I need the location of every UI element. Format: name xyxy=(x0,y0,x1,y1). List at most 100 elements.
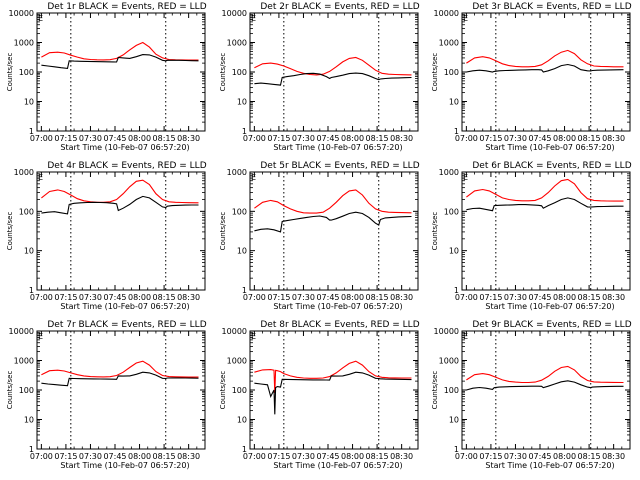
x-tick-label: 08:30 xyxy=(602,293,625,302)
y-tick-label: 10 xyxy=(24,247,34,256)
y-tick-label: 10000 xyxy=(222,327,247,336)
x-tick-label: 08:30 xyxy=(177,452,200,461)
y-tick-label: 10000 xyxy=(222,9,247,18)
y-tick-label: 10 xyxy=(237,416,247,425)
x-tick-label: 08:00 xyxy=(341,452,364,461)
chart-panel-2: Det 2r BLACK = Events, RED = LLD Counts/s… xyxy=(219,2,420,152)
corner-label: E xyxy=(38,173,43,182)
x-tick-label: 08:30 xyxy=(177,293,200,302)
x-tick-label: 08:15 xyxy=(578,293,601,302)
x-tick-label: 07:45 xyxy=(528,134,551,143)
y-tick-label: 1000 xyxy=(439,357,459,366)
y-tick-label: 100 xyxy=(19,386,34,395)
y-tick-label: 1000 xyxy=(227,39,247,48)
y-tick-label: 10000 xyxy=(9,9,34,18)
y-tick-label: 100 xyxy=(232,386,247,395)
y-tick-label: 1 xyxy=(29,286,34,295)
x-tick-label: 07:15 xyxy=(54,293,77,302)
x-tick-label: 08:15 xyxy=(366,452,389,461)
chart-title: Det 9r BLACK = Events, RED = LLD xyxy=(472,320,631,330)
x-tick-label: 07:15 xyxy=(479,134,502,143)
series-line xyxy=(254,56,412,76)
plot-frame xyxy=(249,12,419,132)
x-tick-label: 07:30 xyxy=(504,452,527,461)
series-line xyxy=(466,49,624,68)
y-tick-label: 1000 xyxy=(14,168,34,177)
x-tick-label: 07:00 xyxy=(30,293,53,302)
y-tick-label: 10 xyxy=(237,247,247,256)
x-axis-label: Start Time (10-Feb-07 06:57:20) xyxy=(485,143,614,152)
corner-label: E xyxy=(251,14,256,23)
series-line xyxy=(466,380,624,391)
chart-title: Det 3r BLACK = Events, RED = LLD xyxy=(472,2,631,12)
chart-title: Det 5r BLACK = Events, RED = LLD xyxy=(260,161,419,171)
y-tick-label: 1000 xyxy=(439,168,459,177)
x-tick-label: 08:00 xyxy=(553,134,576,143)
series-line xyxy=(254,360,412,393)
corner-label: E xyxy=(463,332,468,341)
y-tick-label: 1 xyxy=(242,445,247,454)
y-tick-label: 100 xyxy=(444,68,459,77)
y-axis-label: Counts/sec xyxy=(219,53,227,92)
chart-panel-6: Det 6r BLACK = Events, RED = LLD Counts/s… xyxy=(431,161,632,311)
plot-frame xyxy=(249,171,419,291)
series-line xyxy=(41,371,199,387)
series-line xyxy=(466,63,624,73)
x-tick-label: 07:45 xyxy=(103,293,126,302)
x-tick-label: 07:30 xyxy=(292,293,315,302)
x-tick-label: 07:30 xyxy=(292,452,315,461)
series-line xyxy=(466,197,624,212)
x-tick-label: 07:30 xyxy=(504,134,527,143)
x-tick-label: 07:00 xyxy=(243,293,266,302)
chart-title: Det 8r BLACK = Events, RED = LLD xyxy=(260,320,419,330)
x-tick-label: 07:45 xyxy=(528,293,551,302)
x-tick-label: 08:30 xyxy=(390,134,413,143)
y-tick-label: 100 xyxy=(444,207,459,216)
series-line xyxy=(41,54,199,69)
series-line xyxy=(254,371,412,415)
series-line xyxy=(41,195,199,215)
y-axis-label: Counts/sec xyxy=(431,371,439,410)
y-tick-label: 1000 xyxy=(14,39,34,48)
plot-frame xyxy=(461,12,631,132)
y-tick-label: 1 xyxy=(454,127,459,136)
series-line xyxy=(41,179,199,204)
plot-frame xyxy=(461,171,631,291)
y-tick-label: 10 xyxy=(24,98,34,107)
y-tick-label: 10000 xyxy=(434,9,459,18)
y-tick-label: 10000 xyxy=(9,327,34,336)
y-tick-label: 1 xyxy=(29,127,34,136)
x-tick-label: 07:45 xyxy=(103,452,126,461)
corner-label: E xyxy=(463,173,468,182)
x-tick-label: 08:15 xyxy=(153,293,176,302)
y-tick-label: 100 xyxy=(444,386,459,395)
y-tick-label: 1 xyxy=(242,127,247,136)
chart-title: Det 2r BLACK = Events, RED = LLD xyxy=(260,2,419,12)
plot-frame xyxy=(36,12,206,132)
x-tick-label: 07:30 xyxy=(504,293,527,302)
x-axis-label: Start Time (10-Feb-07 06:57:20) xyxy=(273,302,402,311)
plot-frame xyxy=(36,171,206,291)
x-tick-label: 08:00 xyxy=(341,134,364,143)
x-tick-label: 07:15 xyxy=(479,452,502,461)
x-axis-label: Start Time (10-Feb-07 06:57:20) xyxy=(60,302,189,311)
series-line xyxy=(254,72,412,86)
y-tick-label: 100 xyxy=(232,68,247,77)
x-tick-label: 08:15 xyxy=(153,134,176,143)
x-tick-label: 07:30 xyxy=(79,134,102,143)
series-line xyxy=(254,211,412,233)
chart-title: Det 7r BLACK = Events, RED = LLD xyxy=(47,320,206,330)
plot-frame xyxy=(36,330,206,450)
x-tick-label: 07:00 xyxy=(455,452,478,461)
series-line xyxy=(41,360,199,378)
x-tick-label: 08:00 xyxy=(128,293,151,302)
x-tick-label: 08:30 xyxy=(602,452,625,461)
x-tick-label: 07:15 xyxy=(54,452,77,461)
x-tick-label: 07:00 xyxy=(243,134,266,143)
x-tick-label: 07:00 xyxy=(455,134,478,143)
x-tick-label: 07:00 xyxy=(30,134,53,143)
x-tick-label: 07:15 xyxy=(267,134,290,143)
corner-label: E xyxy=(38,14,43,23)
x-tick-label: 08:15 xyxy=(153,452,176,461)
y-axis-label: Counts/sec xyxy=(6,371,14,410)
